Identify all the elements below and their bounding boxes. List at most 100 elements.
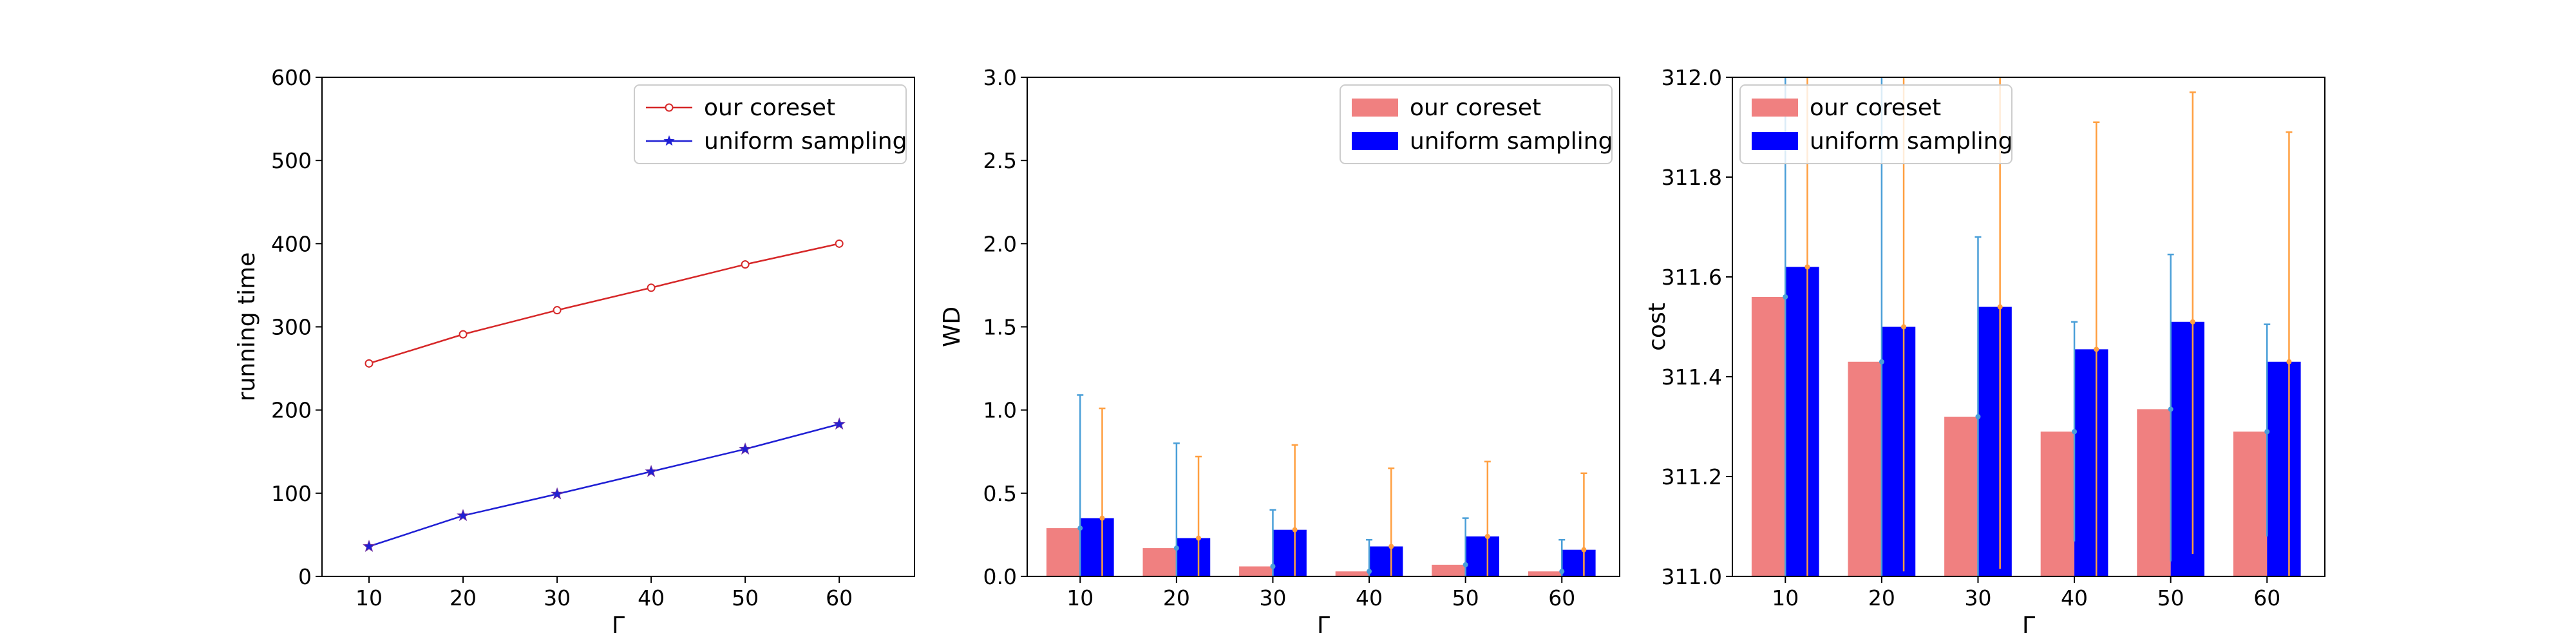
data-point [835, 239, 844, 248]
legend-label: our coreset [704, 95, 835, 121]
mean-point [2072, 429, 2078, 435]
y-tick-label: 400 [271, 231, 312, 256]
x-tick-label: 50 [2157, 585, 2184, 611]
mean-point [1173, 545, 1179, 551]
legend: our coreset uniform sampling [1340, 84, 1613, 164]
y-tick-label: 311.0 [1662, 564, 1722, 589]
y-axis-label: cost [1644, 303, 1671, 351]
y-axis-label: running time [234, 252, 260, 402]
legend-label: uniform sampling [1810, 128, 2012, 155]
bar [1465, 536, 1500, 576]
mean-point [2264, 429, 2270, 435]
y-tick-label: 312.0 [1662, 65, 1722, 90]
y-tick-label: 600 [271, 65, 312, 90]
y-tick-label: 100 [271, 481, 312, 506]
series-line [368, 243, 840, 365]
legend-box [634, 84, 907, 164]
x-tick-label: 20 [1163, 585, 1190, 611]
x-tick-label: 40 [2061, 585, 2088, 611]
x-tick-label: 20 [450, 585, 477, 611]
bar [1751, 297, 1786, 576]
y-tick-label: 1.0 [983, 398, 1017, 423]
legend-box [1739, 84, 2012, 164]
x-tick-label: 10 [355, 585, 383, 611]
bar [1080, 518, 1114, 576]
bar [2267, 361, 2301, 576]
mean-point [1901, 324, 1907, 330]
mean-point [1077, 526, 1083, 531]
legend: our coreset uniform sampling [1739, 84, 2012, 164]
y-tick-label: 2.5 [983, 148, 1017, 173]
y-tick-label: 1.5 [983, 315, 1017, 340]
y-tick-label: 0.0 [983, 564, 1017, 589]
x-tick-label: 60 [826, 585, 853, 611]
mean-point [1581, 547, 1587, 553]
bar [1562, 549, 1596, 576]
data-point [645, 464, 658, 477]
y-axis-label: WD [939, 307, 965, 347]
data-point [365, 359, 374, 368]
legend-box [1340, 84, 1613, 164]
mean-point [1484, 534, 1490, 539]
x-tick-label: 30 [544, 585, 571, 611]
mean-point [1879, 359, 1884, 365]
axes-frame [321, 77, 915, 577]
axes-frame [1027, 77, 1620, 577]
mean-point [1388, 544, 1394, 549]
x-tick-label: 10 [1066, 585, 1094, 611]
mean-point [1463, 562, 1468, 567]
legend-swatch [1752, 99, 1798, 117]
y-tick-label: 2.0 [983, 231, 1017, 256]
y-tick-label: 500 [271, 148, 312, 173]
legend-label: uniform sampling [1410, 128, 1613, 155]
bar [1335, 571, 1370, 576]
axes-frame [1732, 77, 2325, 577]
bar [1369, 546, 1403, 576]
legend-label: uniform sampling [704, 128, 907, 155]
data-point [647, 283, 656, 292]
y-tick-label: 311.2 [1662, 464, 1722, 489]
bar [1944, 417, 1978, 576]
mean-point [1270, 564, 1276, 569]
x-tick-label: 40 [638, 585, 665, 611]
mean-point [1196, 535, 1202, 541]
panel-wd: Γ WD 0.0 0.5 1.0 1.5 2.0 2.5 3.0 10 20 30 40 50 60 our … [939, 65, 1620, 639]
bar [2040, 431, 2075, 576]
y-tick-label: 311.4 [1662, 365, 1722, 390]
data-point [457, 509, 469, 522]
y-tick-label: 0.5 [983, 481, 1017, 506]
legend: our coreset uniform sampling [634, 84, 907, 164]
y-tick-label: 200 [271, 398, 312, 423]
x-tick-label: 30 [1964, 585, 1991, 611]
bar [2074, 349, 2108, 576]
data-point [741, 260, 750, 269]
bar [1978, 307, 2012, 576]
mean-point [2168, 406, 2174, 412]
y-tick-label: 0 [298, 564, 312, 589]
x-tick-label: 60 [1548, 585, 1575, 611]
mean-point [2094, 346, 2099, 352]
y-tick-label: 3.0 [983, 65, 1017, 90]
legend-label: our coreset [1810, 95, 1941, 121]
data-point [739, 442, 752, 455]
x-tick-label: 10 [1772, 585, 1799, 611]
legend-marker [665, 103, 674, 112]
data-point [363, 540, 375, 552]
x-tick-label: 50 [1452, 585, 1479, 611]
mean-point [1367, 569, 1372, 574]
x-axis-label: Γ [2022, 612, 2035, 639]
mean-point [1997, 304, 2003, 310]
data-point [553, 306, 562, 315]
bar [2233, 431, 2268, 576]
y-tick-label: 311.6 [1662, 265, 1722, 290]
data-point [833, 417, 846, 430]
y-tick-label: 311.8 [1662, 165, 1722, 190]
mean-point [1783, 294, 1788, 299]
legend-label: our coreset [1410, 95, 1541, 121]
bar [1881, 327, 1916, 576]
mean-point [1804, 264, 1810, 270]
bar [1528, 571, 1562, 576]
legend-swatch [1352, 99, 1398, 117]
